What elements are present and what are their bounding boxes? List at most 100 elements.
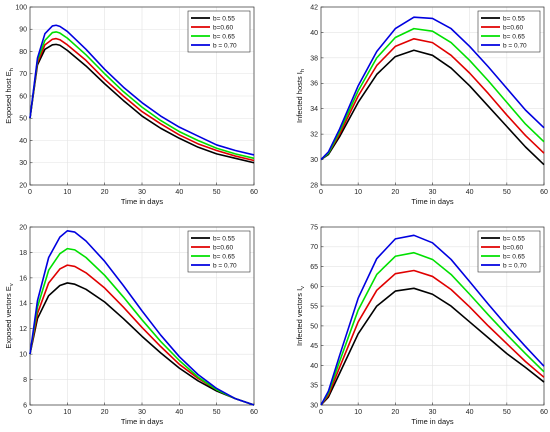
y-tick-label: 42 <box>310 4 318 11</box>
y-axis-label: Infected hosts Ih <box>295 69 306 123</box>
x-axis-label: Time in days <box>121 197 163 206</box>
y-tick-label: 28 <box>310 182 318 189</box>
legend-label: b= 0.65 <box>213 33 235 40</box>
y-tick-label: 30 <box>310 157 318 164</box>
x-axis-label: Time in days <box>411 197 453 206</box>
x-tick-label: 0 <box>28 409 32 416</box>
legend-label: b=0.60 <box>503 24 523 31</box>
series-line-3 <box>320 251 545 406</box>
x-tick-label: 20 <box>101 409 109 416</box>
y-tick-label: 18 <box>19 250 27 257</box>
y-tick-label: 36 <box>310 81 318 88</box>
x-tick-label: 20 <box>391 189 399 196</box>
x-tick-label: 10 <box>63 409 71 416</box>
y-tick-label: 34 <box>310 106 318 113</box>
x-tick-label: 60 <box>250 409 258 416</box>
x-tick-label: 20 <box>101 189 109 196</box>
chart-panel-4: 0 10 20 30 40 50 60 30 35 40 45 50 55 60 65 70 75 Time in… <box>295 224 548 426</box>
legend-label: b=0.60 <box>213 24 233 31</box>
series-line-3 <box>29 247 255 406</box>
y-tick-label: 60 <box>19 93 27 100</box>
legend-label: b= 0.55 <box>503 15 525 22</box>
legend-label: b= 0.65 <box>503 253 525 260</box>
y-tick-label: 14 <box>19 301 27 308</box>
y-tick-label: 50 <box>19 116 27 123</box>
legend-label: b = 0.70 <box>503 262 527 269</box>
x-tick-label: 30 <box>138 189 146 196</box>
y-tick-label: 55 <box>310 304 318 311</box>
x-tick-label: 40 <box>175 409 183 416</box>
y-axis-label: Exposed vectors Ev <box>4 283 15 349</box>
y-tick-label: 20 <box>19 182 27 189</box>
x-tick-label: 0 <box>28 189 32 196</box>
series-line-2 <box>29 37 255 162</box>
y-tick-label: 8 <box>23 377 27 384</box>
series-line-1 <box>320 49 545 166</box>
legend-label: b=0.60 <box>213 244 233 251</box>
y-tick-label: 40 <box>19 138 27 145</box>
legend-label: b = 0.70 <box>503 42 527 49</box>
x-tick-label: 10 <box>354 189 362 196</box>
y-tick-label: 75 <box>310 224 318 231</box>
y-tick-label: 20 <box>19 224 27 231</box>
x-tick-label: 30 <box>429 189 437 196</box>
y-tick-label: 40 <box>310 30 318 37</box>
x-tick-label: 50 <box>213 409 221 416</box>
x-tick-label: 0 <box>319 409 323 416</box>
y-tick-label: 6 <box>23 402 27 409</box>
x-tick-label: 60 <box>540 409 548 416</box>
y-tick-label: 80 <box>19 49 27 56</box>
y-tick-label: 90 <box>19 27 27 34</box>
legend: b= 0.55 b=0.60 b= 0.65 b = 0.70 <box>477 10 541 53</box>
legend-label: b = 0.70 <box>213 42 237 49</box>
legend: b= 0.55 b=0.60 b= 0.65 b = 0.70 <box>187 10 251 53</box>
series-line-4 <box>320 16 545 161</box>
y-tick-label: 60 <box>310 284 318 291</box>
y-tick-label: 38 <box>310 55 318 62</box>
legend: b= 0.55 b=0.60 b= 0.65 b = 0.70 <box>477 230 541 273</box>
y-tick-label: 70 <box>19 71 27 78</box>
x-tick-label: 60 <box>250 189 258 196</box>
y-axis-label: Exposed host Eh <box>4 68 15 124</box>
legend-label: b= 0.65 <box>213 253 235 260</box>
series-line-1 <box>320 287 545 406</box>
x-tick-label: 30 <box>138 409 146 416</box>
x-tick-label: 40 <box>466 409 474 416</box>
y-tick-label: 32 <box>310 132 318 139</box>
series-line-4 <box>320 234 545 406</box>
x-tick-label: 60 <box>540 189 548 196</box>
legend-label: b= 0.55 <box>503 235 525 242</box>
y-tick-label: 30 <box>310 402 318 409</box>
y-tick-label: 30 <box>19 160 27 167</box>
x-tick-label: 20 <box>391 409 399 416</box>
series-line-2 <box>320 269 545 406</box>
x-tick-label: 50 <box>503 189 511 196</box>
legend: b= 0.55 b=0.60 b= 0.65 b = 0.70 <box>187 230 251 273</box>
x-tick-label: 40 <box>175 189 183 196</box>
chart-panel-2: 0 10 20 30 40 50 60 28 30 32 34 36 38 40 42 Time in day… <box>295 4 548 206</box>
x-tick-label: 10 <box>63 189 71 196</box>
x-tick-label: 10 <box>354 409 362 416</box>
legend-label: b=0.60 <box>503 244 523 251</box>
series-line-3 <box>320 27 545 161</box>
series-line-2 <box>320 37 545 161</box>
legend-label: b= 0.55 <box>213 15 235 22</box>
series-line-1 <box>29 43 255 164</box>
x-axis-label: Time in days <box>121 417 163 426</box>
y-tick-label: 12 <box>19 326 27 333</box>
x-axis-label: Time in days <box>411 417 453 426</box>
legend-label: b= 0.55 <box>213 235 235 242</box>
series-line-1 <box>29 282 255 406</box>
y-tick-label: 65 <box>310 264 318 271</box>
series-line-4 <box>29 230 255 406</box>
series-line-3 <box>29 31 255 160</box>
y-tick-label: 70 <box>310 244 318 251</box>
y-tick-label: 16 <box>19 275 27 282</box>
y-tick-label: 40 <box>310 363 318 370</box>
y-tick-label: 35 <box>310 383 318 390</box>
x-tick-label: 50 <box>213 189 221 196</box>
x-tick-label: 0 <box>319 189 323 196</box>
x-tick-label: 40 <box>466 189 474 196</box>
y-tick-label: 45 <box>310 343 318 350</box>
